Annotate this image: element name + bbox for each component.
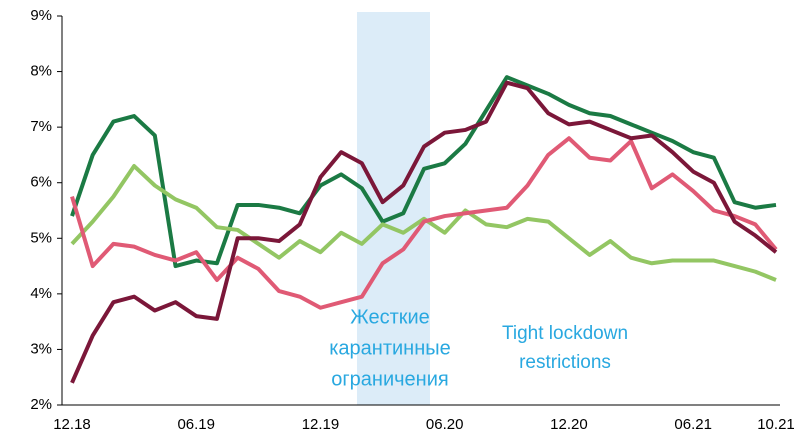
- y-tick-label: 2%: [30, 396, 52, 413]
- annotation: карантинные: [329, 337, 451, 359]
- series-line: [70, 164, 777, 282]
- series-line: [70, 80, 778, 384]
- y-tick-label: 7%: [30, 118, 52, 135]
- annotation: Жесткие: [350, 306, 430, 328]
- x-tick-label: 12.18: [53, 416, 91, 433]
- y-tick-label: 9%: [30, 7, 52, 24]
- x-tick-label: 06.21: [674, 416, 712, 433]
- annotation: restrictions: [519, 352, 611, 373]
- x-tick-label: 12.19: [302, 416, 340, 433]
- series-line: [70, 136, 778, 310]
- y-tick-label: 5%: [30, 229, 52, 246]
- series-line: [70, 75, 777, 269]
- annotation: ограничения: [331, 368, 448, 390]
- y-tick-label: 6%: [30, 174, 52, 191]
- y-tick-label: 8%: [30, 63, 52, 80]
- x-tick-label: 06.19: [177, 416, 215, 433]
- x-tick-label: 06.20: [426, 416, 464, 433]
- annotation: Tight lockdown: [502, 323, 628, 344]
- x-tick-label: 10.21: [757, 416, 795, 433]
- lockdown-shade: [357, 12, 430, 405]
- y-tick-label: 3%: [30, 340, 52, 357]
- x-tick-label: 12.20: [550, 416, 588, 433]
- y-tick-label: 4%: [30, 285, 52, 302]
